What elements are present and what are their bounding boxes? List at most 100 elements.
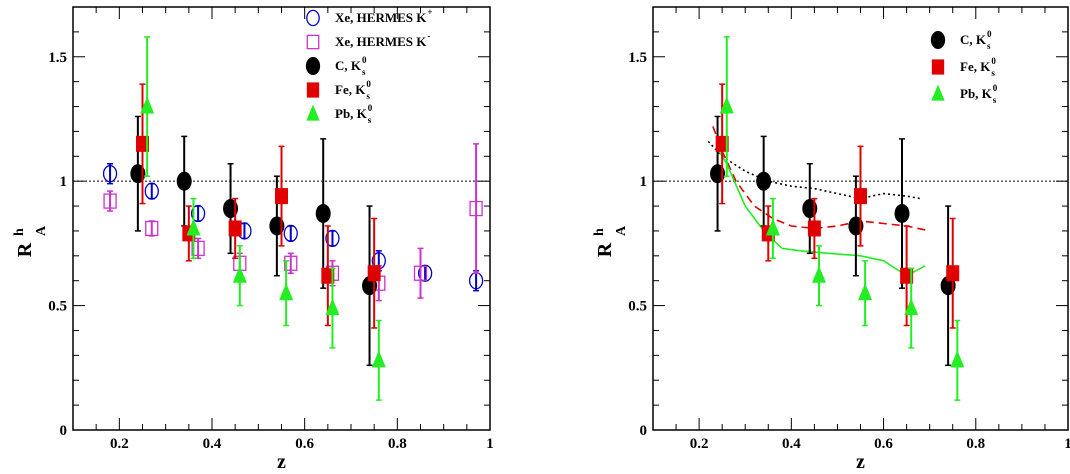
y-axis-title-main: R (14, 242, 36, 257)
x-tick-label: 0.2 (690, 436, 709, 452)
legend-label-sup: + (427, 7, 432, 17)
series-1 (715, 83, 960, 329)
y-tick-label: 1.5 (628, 50, 647, 66)
legend-marker (931, 84, 945, 101)
x-tick-label: 0.4 (782, 436, 801, 452)
legend-label: Xe, HERMES K (335, 10, 427, 25)
data-point (858, 283, 873, 301)
data-point (756, 171, 772, 191)
y-axis-title-sup: h (12, 228, 27, 236)
data-point (894, 204, 910, 224)
data-point (275, 188, 288, 205)
data-point (190, 204, 206, 223)
data-point (176, 171, 192, 191)
legend-label: C, K (335, 58, 362, 73)
y-tick-label: 0 (640, 423, 648, 439)
data-point (371, 350, 386, 368)
data-point (140, 96, 155, 114)
data-point (136, 135, 149, 152)
data-point (417, 264, 433, 282)
legend-label: Fe, K (960, 59, 991, 74)
x-tick-label: 0.6 (295, 436, 314, 452)
data-point (367, 265, 381, 282)
x-tick-label: 1 (1064, 436, 1070, 452)
legend-label: Fe, K (335, 82, 366, 97)
y-axis-title: Rh A (592, 225, 629, 257)
y-axis-title-sub: A (614, 225, 629, 236)
legend-marker (930, 30, 946, 50)
legend-label: Xe, HERMES K (335, 34, 427, 49)
legend-marker (306, 82, 320, 98)
x-tick-label: 0.4 (203, 436, 222, 452)
legend-label: Pb, K (960, 86, 993, 101)
legend-label-sub: s (362, 67, 366, 77)
data-point (103, 193, 117, 209)
legend-label: Pb, K (335, 106, 368, 121)
data-point (765, 218, 780, 236)
series-0 (710, 115, 956, 367)
y-axis-title: Rh A (12, 225, 49, 257)
model-curve-solid (716, 148, 926, 277)
data-point (102, 165, 118, 183)
data-point (946, 265, 960, 282)
legend-label-sup: 0 (993, 83, 998, 93)
legend-label-sub: s (987, 41, 991, 51)
data-point (715, 135, 729, 152)
y-tick-label: 1 (640, 174, 648, 190)
data-point (900, 267, 914, 284)
x-tick-label: 1 (486, 436, 494, 452)
data-point (228, 220, 242, 237)
data-point (144, 182, 159, 200)
x-axis-title: z (277, 451, 286, 473)
data-point (145, 220, 159, 237)
data-point (904, 298, 919, 316)
x-tick-label: 0.8 (388, 436, 407, 452)
data-point (325, 298, 340, 316)
data-point (186, 218, 201, 236)
data-point (325, 229, 340, 248)
y-tick-label: 1 (60, 174, 68, 190)
legend-marker (306, 34, 320, 50)
y-axis-title-main: R (594, 242, 616, 257)
y-tick-label: 0.5 (48, 299, 67, 315)
legend-label-sup: 0 (368, 103, 373, 113)
x-axis-title: z (856, 451, 865, 473)
legend-label-sub: s (991, 68, 995, 78)
model-curve-dotted (707, 140, 921, 200)
y-tick-label: 1.5 (48, 50, 67, 66)
data-point (315, 204, 331, 224)
legend-label-sup: 0 (362, 55, 367, 65)
legend-label-sup: 0 (991, 56, 996, 66)
y-tick-label: 0 (60, 423, 68, 439)
series-2 (130, 115, 378, 367)
data-point (413, 265, 428, 281)
legend-marker (305, 56, 321, 76)
series-4 (140, 36, 386, 401)
data-point (279, 283, 294, 301)
data-point (812, 265, 826, 283)
series-0 (102, 163, 484, 292)
data-point (232, 265, 247, 283)
data-point (719, 96, 734, 114)
data-point (950, 350, 965, 368)
model-curve-dashed (712, 126, 930, 232)
legend-marker (306, 9, 320, 27)
legend-label: C, K (960, 32, 987, 47)
data-point (807, 220, 821, 237)
data-point (284, 255, 298, 271)
y-axis-title-sup: h (592, 228, 607, 236)
legend-label-sup: 0 (366, 79, 371, 89)
legend-label-sup: 0 (987, 29, 992, 39)
data-point (283, 224, 298, 243)
y-tick-label: 0.5 (628, 299, 647, 315)
x-tick-label: 0.8 (966, 436, 985, 452)
legend-marker (306, 104, 320, 121)
series-2 (719, 36, 965, 401)
legend-label-sub: s (368, 115, 372, 125)
y-axis-title-sub: A (34, 225, 49, 236)
